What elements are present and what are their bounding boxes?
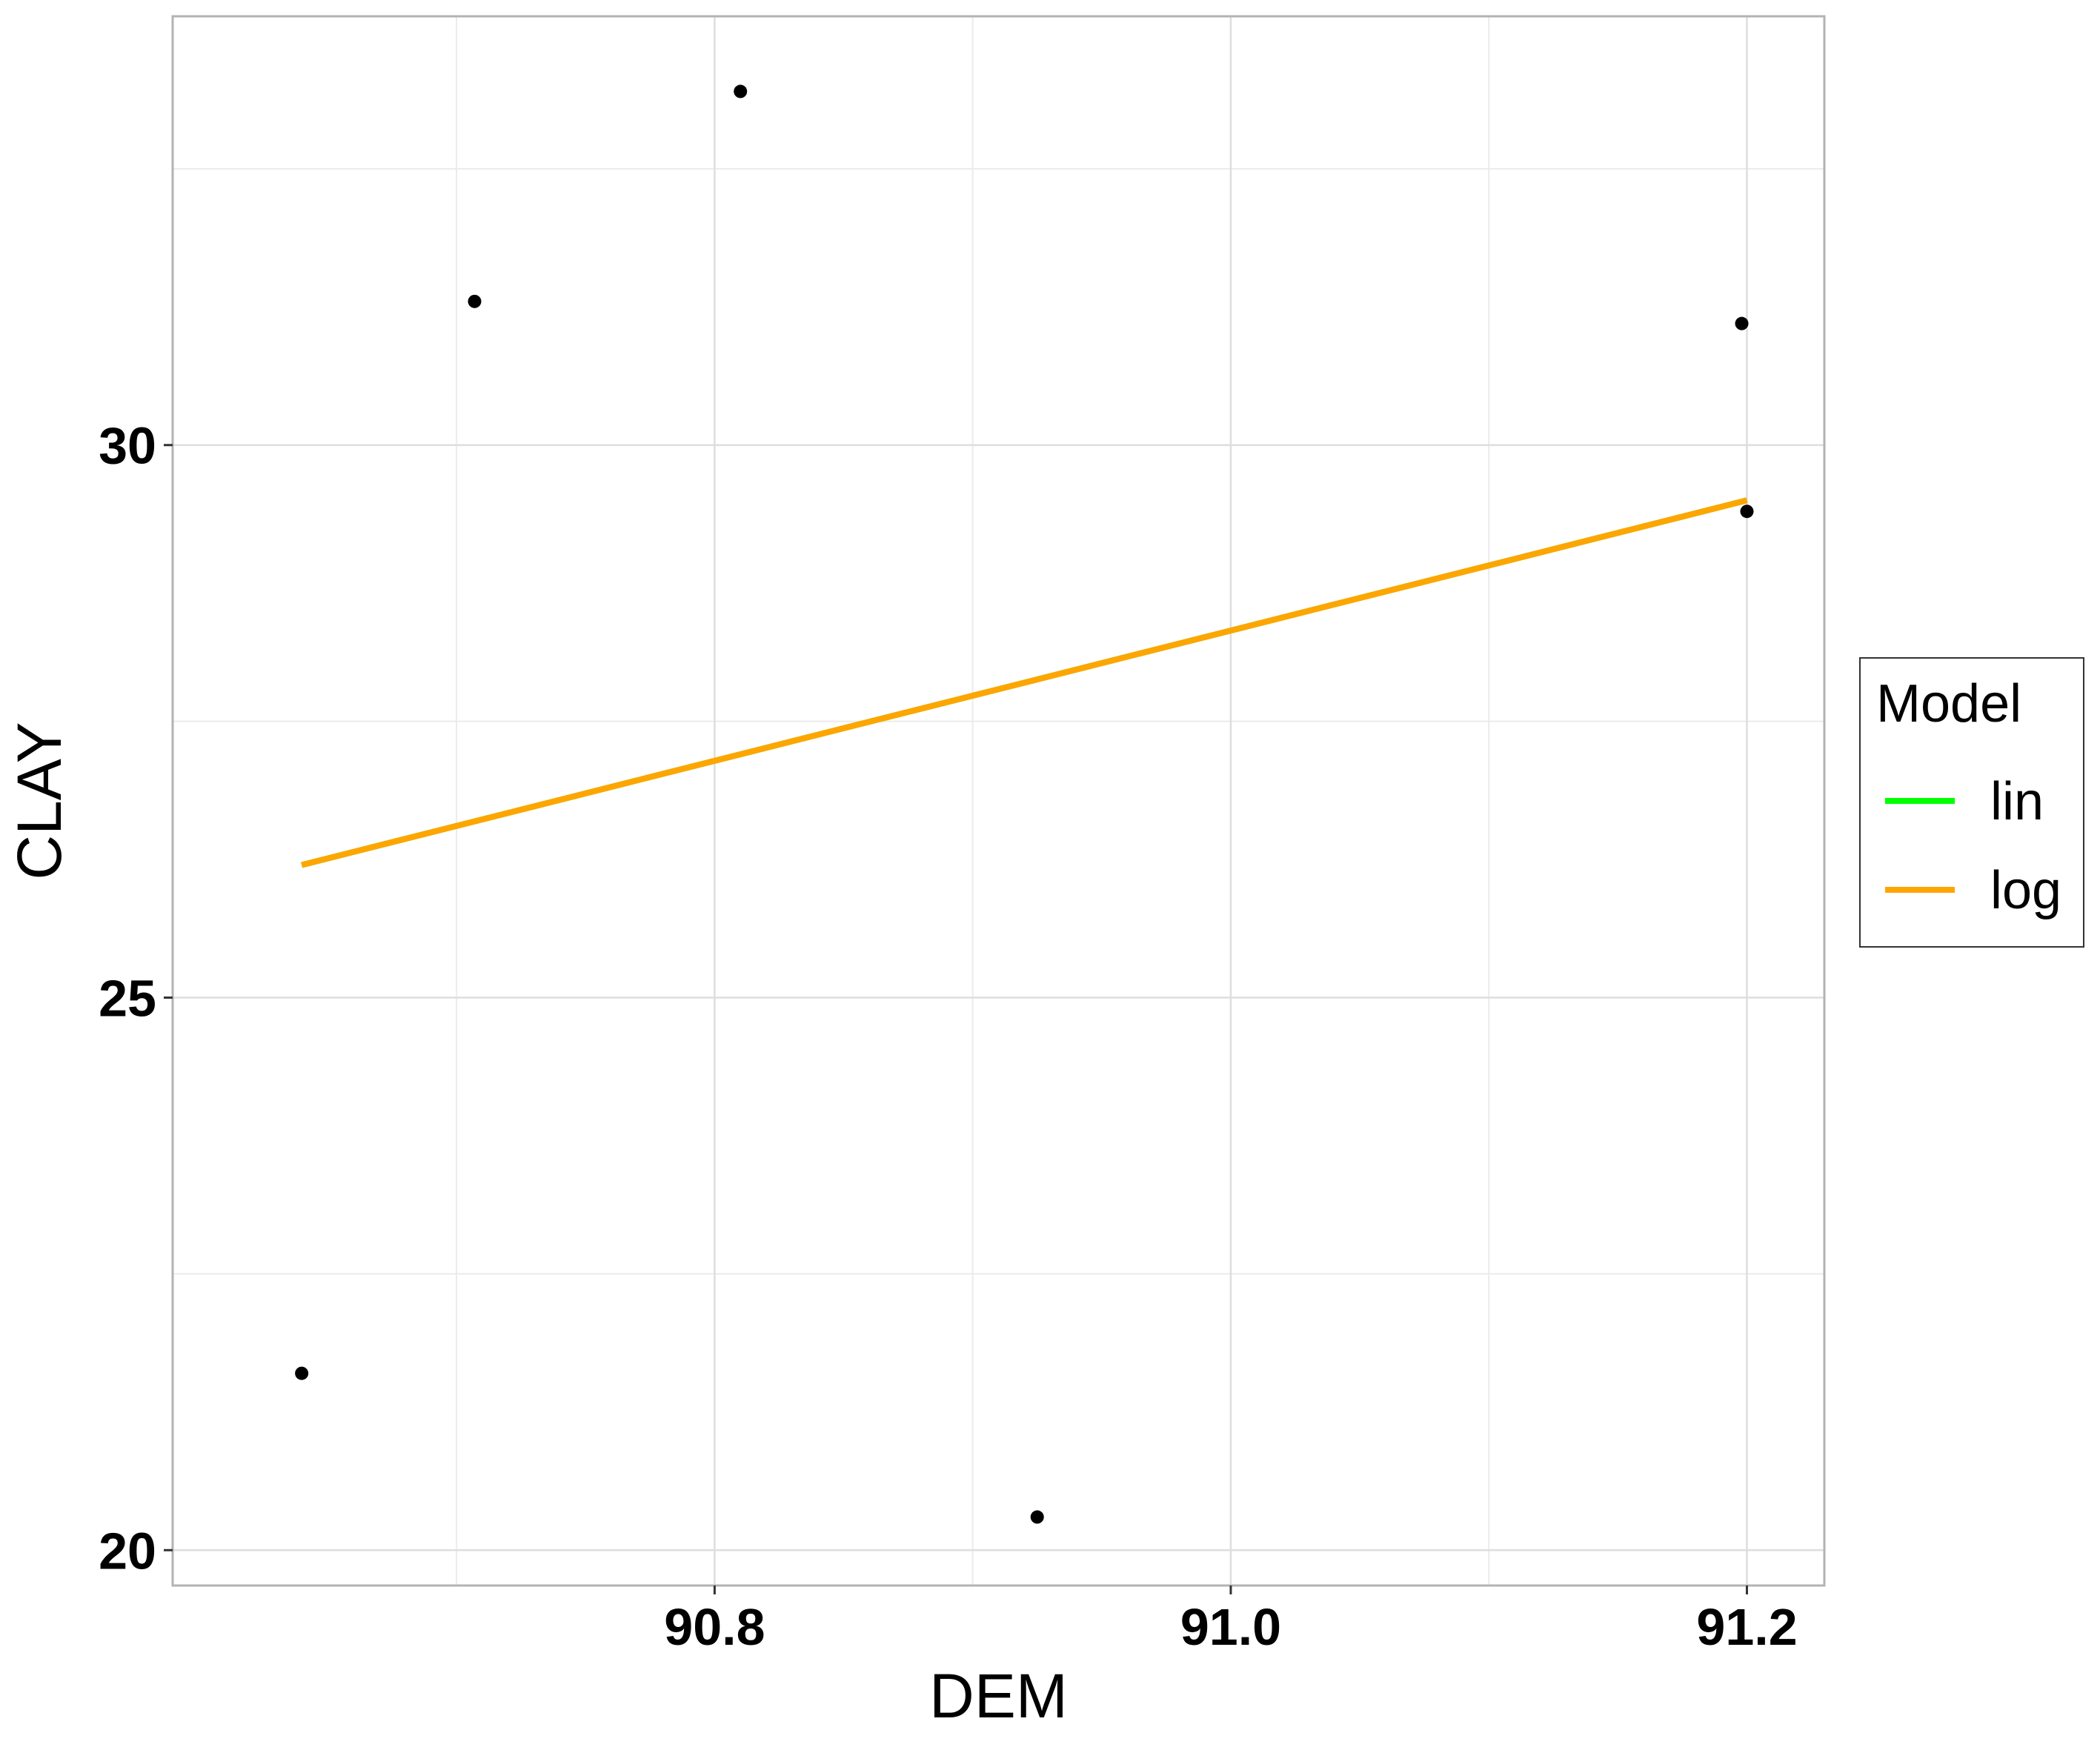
minor-grid (173, 16, 1824, 1586)
data-point-3 (1030, 1510, 1044, 1524)
data-point-4 (1735, 316, 1749, 330)
x-axis-ticks: 90.8 91.0 91.2 (664, 1586, 1798, 1656)
data-point-2 (734, 84, 748, 99)
major-grid (173, 16, 1824, 1586)
x-tick-label-0: 90.8 (664, 1598, 765, 1656)
x-axis-title: DEM (929, 1661, 1068, 1731)
data-point-1 (468, 294, 482, 308)
y-tick-label-1: 25 (99, 969, 156, 1027)
series-lines (301, 497, 1748, 868)
y-axis-ticks: 20 25 30 (99, 417, 173, 1580)
data-point-0 (295, 1366, 309, 1380)
data-point-5 (1740, 505, 1754, 519)
legend: Model lin log (1859, 657, 2084, 948)
x-tick-label-2: 91.2 (1696, 1598, 1797, 1656)
y-axis-title: CLAY (4, 722, 74, 879)
y-tick-label-0: 20 (99, 1522, 156, 1580)
legend-label-log: log (1990, 861, 2061, 920)
data-points (295, 84, 1754, 1524)
legend-entries: lin log (1885, 772, 2061, 920)
panel-border (171, 15, 1826, 1587)
legend-label-lin: lin (1990, 772, 2044, 831)
y-tick-label-2: 30 (99, 417, 156, 475)
x-tick-label-1: 91.0 (1180, 1598, 1281, 1656)
plot-panel (171, 15, 1826, 1587)
series-line-log (301, 497, 1748, 868)
panel-background (173, 16, 1824, 1586)
legend-title: Model (1876, 674, 2021, 733)
